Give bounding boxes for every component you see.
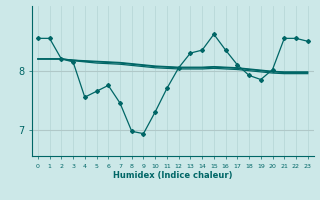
- X-axis label: Humidex (Indice chaleur): Humidex (Indice chaleur): [113, 171, 233, 180]
